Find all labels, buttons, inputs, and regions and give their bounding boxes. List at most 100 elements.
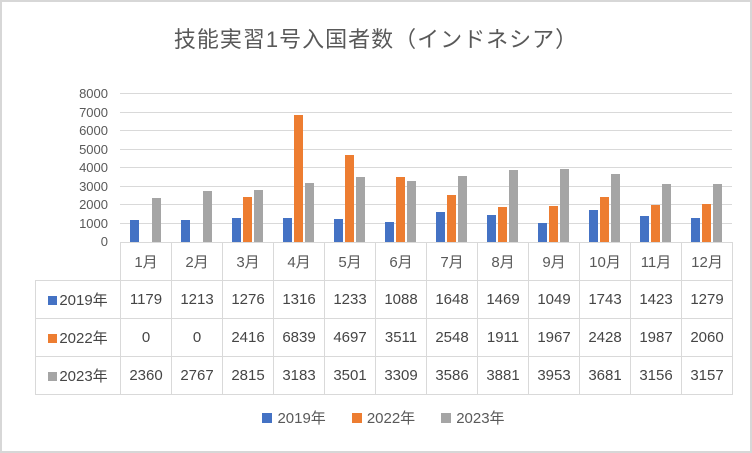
bar-group-7月 (426, 94, 477, 242)
y-tick-label-5000: 5000 (79, 141, 108, 157)
bar-2019年-11月 (640, 216, 649, 242)
bar-2023年-5月 (356, 177, 365, 242)
cell-2022年-4月: 6839 (273, 318, 325, 357)
cell-2022年-6月: 3511 (375, 318, 427, 357)
bar-2023年-9月 (560, 169, 569, 242)
cell-2019年-12月: 1279 (681, 280, 733, 319)
bar-2019年-12月 (691, 218, 700, 242)
gridline-1000 (120, 222, 732, 224)
bar-2023年-3月 (254, 190, 263, 242)
legend-item-2019年: 2019年 (262, 407, 326, 428)
cell-2022年-3月: 2416 (222, 318, 274, 357)
bar-2019年-1月 (130, 220, 139, 242)
cell-2019年-8月: 1469 (477, 280, 529, 319)
cell-2023年-1月: 2360 (120, 356, 172, 395)
bar-group-8月 (477, 94, 528, 242)
bar-2023年-2月 (203, 191, 212, 242)
y-tick-label-7000: 7000 (79, 104, 108, 120)
cell-2019年-2月: 1213 (171, 280, 223, 319)
y-tick-label-3000: 3000 (79, 178, 108, 194)
bar-2019年-3月 (232, 218, 241, 242)
cell-2023年-6月: 3309 (375, 356, 427, 395)
bar-2023年-1月 (152, 198, 161, 242)
cell-2022年-2月: 0 (171, 318, 223, 357)
bar-2019年-9月 (538, 223, 547, 242)
bar-2022年-8月 (498, 207, 507, 242)
bar-group-12月 (681, 94, 732, 242)
legend-swatch-icon (441, 412, 452, 423)
month-header-3月: 3月 (222, 242, 274, 281)
bar-group-11月 (630, 94, 681, 242)
gridline-3000 (120, 185, 732, 187)
legend-label: 2019年 (277, 410, 326, 427)
month-header-10月: 10月 (579, 242, 631, 281)
bar-group-4月 (273, 94, 324, 242)
series-label-2022年: 2022年 (35, 318, 121, 357)
cell-2022年-10月: 2428 (579, 318, 631, 357)
plot-area (120, 93, 733, 246)
bar-2019年-7月 (436, 212, 445, 242)
month-header-4月: 4月 (273, 242, 325, 281)
bar-group-2月 (171, 94, 222, 242)
bar-group-3月 (222, 94, 273, 242)
cell-2019年-11月: 1423 (630, 280, 682, 319)
gridline-5000 (120, 148, 732, 150)
gridline-8000 (120, 93, 732, 94)
y-axis-labels: 0 1000 2000 3000 4000 5000 6000 7000 8000 (38, 87, 108, 249)
legend-swatch-icon (351, 412, 362, 423)
cell-2023年-12月: 3157 (681, 356, 733, 395)
bar-2022年-3月 (243, 197, 252, 242)
cell-2023年-8月: 3881 (477, 356, 529, 395)
bar-2019年-6月 (385, 222, 394, 242)
cell-2023年-2月: 2767 (171, 356, 223, 395)
y-tick-label-1000: 1000 (79, 215, 108, 231)
bar-2023年-11月 (662, 184, 671, 242)
x-tick (732, 242, 733, 246)
month-header-9月: 9月 (528, 242, 580, 281)
bar-2019年-8月 (487, 215, 496, 242)
bar-group-10月 (579, 94, 630, 242)
bar-2022年-4月 (294, 115, 303, 242)
series-key-icon (48, 334, 58, 343)
bar-2023年-6月 (407, 181, 416, 242)
gridline-2000 (120, 204, 732, 205)
cell-2019年-5月: 1233 (324, 280, 376, 319)
cell-2023年-4月: 3183 (273, 356, 325, 395)
bar-2022年-10月 (600, 197, 609, 242)
cell-2022年-9月: 1967 (528, 318, 580, 357)
data-table: 1月 2月 3月 4月 5月 6月 7月 8月 9月 10月 11月 12月 2019年 1179 1213… (35, 242, 733, 395)
bar-2022年-9月 (549, 206, 558, 242)
series-label-2019年: 2019年 (35, 280, 121, 319)
legend: 2019年 2022年 2023年 (35, 407, 732, 428)
gridline-7000 (120, 111, 732, 113)
bar-group-9月 (528, 94, 579, 242)
month-header-11月: 11月 (630, 242, 682, 281)
month-header-1月: 1月 (120, 242, 172, 281)
table-row-2022年: 2022年 0 0 2416 6839 4697 3511 2548 1911 1967 2428 1… (35, 318, 733, 357)
bar-2019年-5月 (334, 219, 343, 242)
bar-2022年-6月 (396, 177, 405, 242)
cell-2019年-3月: 1276 (222, 280, 274, 319)
legend-label: 2023年 (456, 410, 505, 427)
month-header-7月: 7月 (426, 242, 478, 281)
legend-item-2022年: 2022年 (351, 407, 415, 428)
cell-2019年-1月: 1179 (120, 280, 172, 319)
y-tick-label-2000: 2000 (79, 197, 108, 212)
cell-2022年-5月: 4697 (324, 318, 376, 357)
bar-2023年-12月 (713, 184, 722, 242)
bar-2019年-4月 (283, 218, 292, 242)
table-row-2019年: 2019年 1179 1213 1276 1316 1233 1088 1648 1469 104… (35, 280, 733, 319)
cell-2019年-10月: 1743 (579, 280, 631, 319)
cell-2022年-8月: 1911 (477, 318, 529, 357)
table-row-months: 1月 2月 3月 4月 5月 6月 7月 8月 9月 10月 11月 12月 (36, 242, 733, 281)
bar-2022年-5月 (345, 155, 354, 242)
month-header-5月: 5月 (324, 242, 376, 281)
cell-2023年-11月: 3156 (630, 356, 682, 395)
cell-2022年-12月: 2060 (681, 318, 733, 357)
bar-2023年-7月 (458, 176, 467, 242)
cell-2019年-7月: 1648 (426, 280, 478, 319)
bar-2022年-7月 (447, 195, 456, 242)
month-header-8月: 8月 (477, 242, 529, 281)
legend-swatch-icon (262, 412, 273, 423)
